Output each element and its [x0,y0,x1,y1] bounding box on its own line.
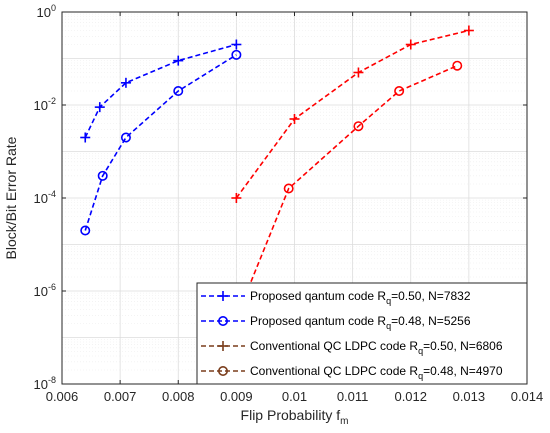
x-tick-label: 0.006 [46,389,79,404]
x-tick-label: 0.012 [394,389,427,404]
data-point-series-2 [120,132,131,143]
data-point-series-2 [231,49,242,60]
data-point-series-3 [289,113,300,124]
data-point-series-3 [353,67,364,78]
data-point-series-4 [452,60,463,71]
data-point-series-1 [173,55,184,66]
legend: Proposed qantum code Rq=0.50, N=7832 Prop… [196,282,528,385]
y-tick-label: 10-4 [34,189,56,206]
y-tick-label: 10-6 [34,282,56,299]
x-axis-label: Flip Probability fm [241,407,349,427]
legend-marker-1 [218,291,228,301]
x-tick-label: 0.009 [220,389,253,404]
legend-marker-2 [218,315,229,326]
y-axis-label: Block/Bit Error Rate [3,136,19,259]
legend-entry-3: Conventional QC LDPC code Rq=0.50, N=680… [250,339,503,356]
x-tick-label: 0.013 [453,389,486,404]
data-point-series-2 [80,225,91,236]
x-tick-label: 0.007 [104,389,137,404]
data-point-series-1 [120,77,131,88]
series-layer [80,25,474,295]
legend-marker-4 [218,365,229,376]
y-tick-label: 100 [37,3,56,20]
data-point-series-4 [283,183,294,194]
data-point-series-2 [173,86,184,97]
data-point-series-3 [405,39,416,50]
data-point-series-1 [94,102,105,113]
data-point-series-2 [97,170,108,181]
data-point-series-3 [463,25,474,36]
x-tick-label: 0.008 [162,389,195,404]
ticks: 0.006 0.007 0.008 0.009 0.01 0.011 0.012 0.013 0… [34,3,544,404]
series-line-2 [84,54,237,231]
x-tick-label: 0.014 [511,389,544,404]
data-point-series-1 [231,39,242,50]
series-line-4 [247,64,458,290]
legend-box [196,282,528,385]
data-point-series-4 [353,121,364,132]
legend-entry-4: Conventional QC LDPC code Rq=0.48, N=497… [250,364,503,381]
legend-entry-2: Proposed qantum code Rq=0.48, N=5256 [250,314,471,331]
data-point-series-4 [394,86,405,97]
legend-entry-1: Proposed qantum code Rq=0.50, N=7832 [250,289,471,306]
y-tick-label: 10-8 [34,375,56,392]
x-tick-label: 0.011 [337,389,369,404]
legend-marker-3 [218,341,228,351]
y-tick-label: 10-2 [34,96,56,113]
data-point-series-1 [80,132,91,143]
data-point-series-3 [231,193,242,203]
x-tick-label: 0.01 [282,389,307,404]
series-line-1 [84,43,237,138]
